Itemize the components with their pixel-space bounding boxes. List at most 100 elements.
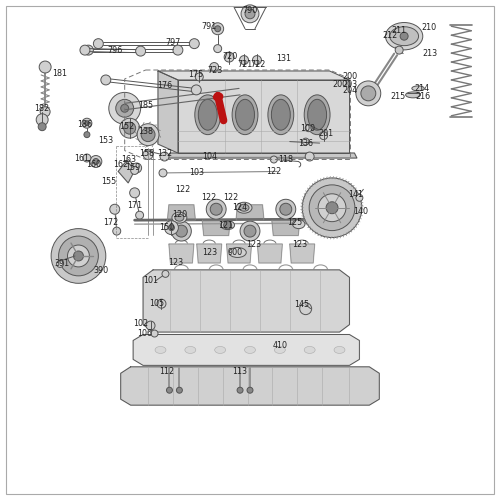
Circle shape xyxy=(252,56,262,64)
Circle shape xyxy=(109,92,140,124)
Ellipse shape xyxy=(308,100,326,130)
Polygon shape xyxy=(197,244,222,263)
Circle shape xyxy=(302,138,309,145)
Circle shape xyxy=(83,154,91,162)
Circle shape xyxy=(56,260,64,268)
Circle shape xyxy=(151,330,158,337)
Circle shape xyxy=(120,104,128,112)
Circle shape xyxy=(210,62,218,72)
Ellipse shape xyxy=(274,346,285,354)
Circle shape xyxy=(356,81,381,106)
Text: 122: 122 xyxy=(224,194,238,202)
Text: 122: 122 xyxy=(266,167,281,176)
Text: 163: 163 xyxy=(120,155,136,164)
Circle shape xyxy=(302,178,362,238)
Circle shape xyxy=(38,122,46,130)
Text: 152: 152 xyxy=(119,122,134,131)
Text: 791: 791 xyxy=(202,22,217,31)
Circle shape xyxy=(162,270,169,278)
Polygon shape xyxy=(143,270,350,332)
Text: 722: 722 xyxy=(250,60,266,68)
Circle shape xyxy=(58,236,98,276)
Text: 171: 171 xyxy=(127,200,142,209)
Text: 213: 213 xyxy=(422,49,438,58)
Circle shape xyxy=(68,245,90,267)
Text: 200: 200 xyxy=(342,72,357,82)
Circle shape xyxy=(84,132,90,138)
Circle shape xyxy=(305,124,312,132)
Ellipse shape xyxy=(239,204,249,211)
Text: 186: 186 xyxy=(78,120,92,129)
Text: 140: 140 xyxy=(353,206,368,216)
Circle shape xyxy=(159,169,167,177)
Polygon shape xyxy=(226,244,252,263)
Text: 123: 123 xyxy=(246,240,262,248)
Text: 210: 210 xyxy=(422,22,436,32)
Ellipse shape xyxy=(412,86,424,91)
Circle shape xyxy=(224,221,232,229)
Polygon shape xyxy=(168,205,196,220)
Circle shape xyxy=(270,156,278,163)
Text: 721: 721 xyxy=(238,60,252,68)
Circle shape xyxy=(39,61,51,73)
Circle shape xyxy=(136,211,143,219)
Ellipse shape xyxy=(236,202,252,213)
Circle shape xyxy=(90,156,102,168)
Text: 176: 176 xyxy=(157,82,172,90)
Text: 101: 101 xyxy=(143,276,158,285)
Polygon shape xyxy=(158,71,178,153)
Circle shape xyxy=(80,45,90,55)
Polygon shape xyxy=(258,244,282,263)
Text: 172: 172 xyxy=(103,218,118,227)
Ellipse shape xyxy=(172,212,187,223)
Circle shape xyxy=(326,202,338,213)
Circle shape xyxy=(137,124,159,146)
Text: 105: 105 xyxy=(149,299,164,308)
Circle shape xyxy=(247,387,253,393)
Text: 131: 131 xyxy=(276,54,291,63)
Circle shape xyxy=(101,75,111,85)
Text: 123: 123 xyxy=(202,248,217,257)
Ellipse shape xyxy=(406,92,420,98)
Text: 160: 160 xyxy=(86,160,101,169)
Polygon shape xyxy=(118,160,134,183)
Circle shape xyxy=(164,220,178,234)
Circle shape xyxy=(82,118,92,128)
Text: 723: 723 xyxy=(208,66,223,74)
Ellipse shape xyxy=(268,95,294,134)
Text: 391: 391 xyxy=(54,260,70,268)
Polygon shape xyxy=(178,80,350,153)
Text: 181: 181 xyxy=(52,69,68,78)
Circle shape xyxy=(244,225,256,237)
Text: 200: 200 xyxy=(332,80,347,90)
Text: 390: 390 xyxy=(94,266,108,276)
Circle shape xyxy=(74,251,84,261)
Text: 136: 136 xyxy=(298,138,313,147)
Circle shape xyxy=(276,200,295,219)
Text: 118: 118 xyxy=(278,155,293,164)
Circle shape xyxy=(160,152,169,161)
Circle shape xyxy=(214,44,222,52)
Polygon shape xyxy=(168,153,357,158)
Ellipse shape xyxy=(229,248,246,258)
Text: 216: 216 xyxy=(416,92,430,102)
Circle shape xyxy=(110,204,120,214)
Text: 211: 211 xyxy=(392,26,406,35)
Circle shape xyxy=(241,5,259,23)
Circle shape xyxy=(245,9,255,19)
Text: 125: 125 xyxy=(287,218,302,227)
Circle shape xyxy=(309,185,355,230)
Text: 122: 122 xyxy=(202,194,217,202)
Circle shape xyxy=(146,321,155,330)
Ellipse shape xyxy=(155,346,166,354)
Circle shape xyxy=(113,227,120,235)
Circle shape xyxy=(36,114,48,126)
Text: 214: 214 xyxy=(414,84,429,93)
Text: 121: 121 xyxy=(218,220,234,230)
Circle shape xyxy=(318,194,346,222)
Circle shape xyxy=(237,387,243,393)
Circle shape xyxy=(40,107,50,117)
Text: 112: 112 xyxy=(159,368,174,376)
Circle shape xyxy=(224,52,234,62)
Polygon shape xyxy=(202,220,230,236)
